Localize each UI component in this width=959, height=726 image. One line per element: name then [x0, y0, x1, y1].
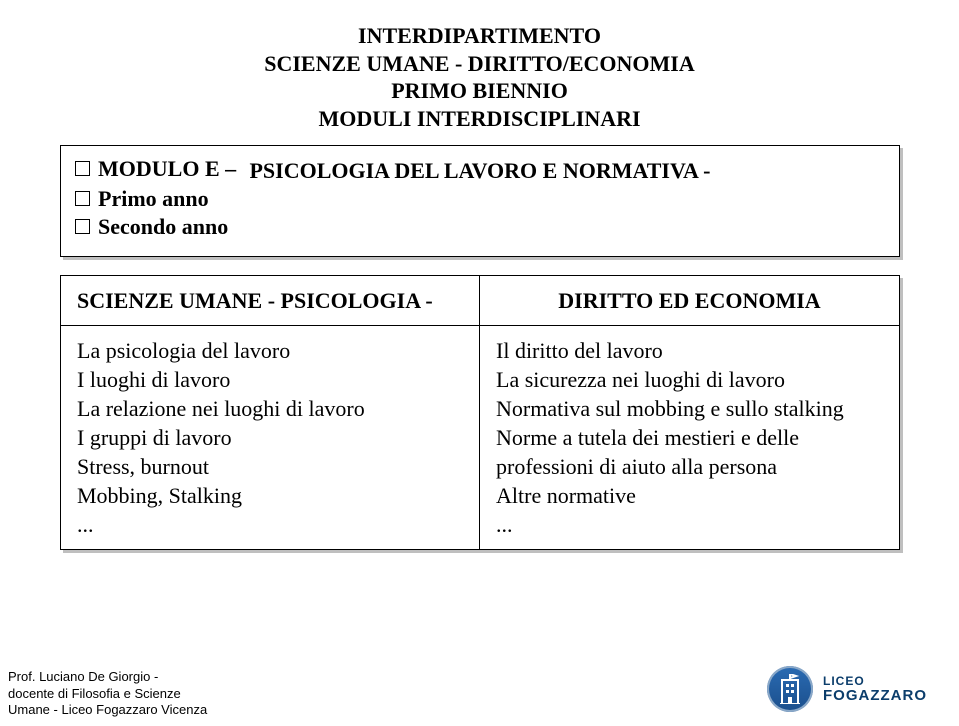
module-bullet-2: Primo anno	[75, 186, 885, 212]
title-line-4: MODULI INTERDISCIPLINARI	[0, 105, 959, 133]
logo-text-line1: LICEO	[823, 675, 927, 687]
checkbox-icon	[75, 191, 90, 206]
module-bullet-3-label: Secondo anno	[98, 214, 228, 240]
module-bullet-2-label: Primo anno	[98, 186, 209, 212]
ellipsis: ...	[77, 510, 463, 539]
logo-badge-icon	[767, 666, 813, 712]
left-line: La psicologia del lavoro	[77, 336, 463, 365]
ellipsis: ...	[496, 510, 883, 539]
checkbox-icon	[75, 219, 90, 234]
footer-line-2: docente di Filosofia e Scienze	[8, 686, 207, 702]
right-line: Normativa sul mobbing e sullo stalking	[496, 394, 883, 423]
module-bullet-1-label: MODULO E –	[98, 156, 236, 182]
right-line: Norme a tutela dei mestieri e delle prof…	[496, 423, 883, 481]
right-line: La sicurezza nei luoghi di lavoro	[496, 365, 883, 394]
left-line: Stress, burnout	[77, 452, 463, 481]
title-line-1: INTERDIPARTIMENTO	[0, 22, 959, 50]
left-line: I luoghi di lavoro	[77, 365, 463, 394]
left-line: Mobbing, Stalking	[77, 481, 463, 510]
module-bullet-3: Secondo anno	[75, 214, 885, 240]
table-body-left: La psicologia del lavoro I luoghi di lav…	[61, 326, 480, 549]
table-header-left: SCIENZE UMANE - PSICOLOGIA -	[61, 276, 480, 326]
footer-line-1: Prof. Luciano De Giorgio -	[8, 669, 207, 685]
checkbox-icon	[75, 161, 90, 176]
left-line: I gruppi di lavoro	[77, 423, 463, 452]
logo-text-line2: FOGAZZARO	[823, 688, 927, 703]
left-line: La relazione nei luoghi di lavoro	[77, 394, 463, 423]
content-table: SCIENZE UMANE - PSICOLOGIA - DIRITTO ED …	[60, 275, 900, 550]
table-header-row: SCIENZE UMANE - PSICOLOGIA - DIRITTO ED …	[61, 276, 899, 326]
right-line: Altre normative	[496, 481, 883, 510]
slide-title: INTERDIPARTIMENTO SCIENZE UMANE - DIRITT…	[0, 22, 959, 132]
school-logo: LICEO FOGAZZARO	[767, 666, 927, 712]
module-box: MODULO E – PSICOLOGIA DEL LAVORO E NORMA…	[60, 145, 900, 257]
logo-text: LICEO FOGAZZARO	[823, 675, 927, 703]
footer-credit: Prof. Luciano De Giorgio - docente di Fi…	[8, 669, 207, 718]
title-line-3: PRIMO BIENNIO	[0, 77, 959, 105]
table-body-row: La psicologia del lavoro I luoghi di lav…	[61, 326, 899, 549]
right-line: Il diritto del lavoro	[496, 336, 883, 365]
table-body-right: Il diritto del lavoro La sicurezza nei l…	[480, 326, 899, 549]
table-header-right: DIRITTO ED ECONOMIA	[480, 276, 899, 326]
title-line-2: SCIENZE UMANE - DIRITTO/ECONOMIA	[0, 50, 959, 78]
footer-line-3: Umane - Liceo Fogazzaro Vicenza	[8, 702, 207, 718]
